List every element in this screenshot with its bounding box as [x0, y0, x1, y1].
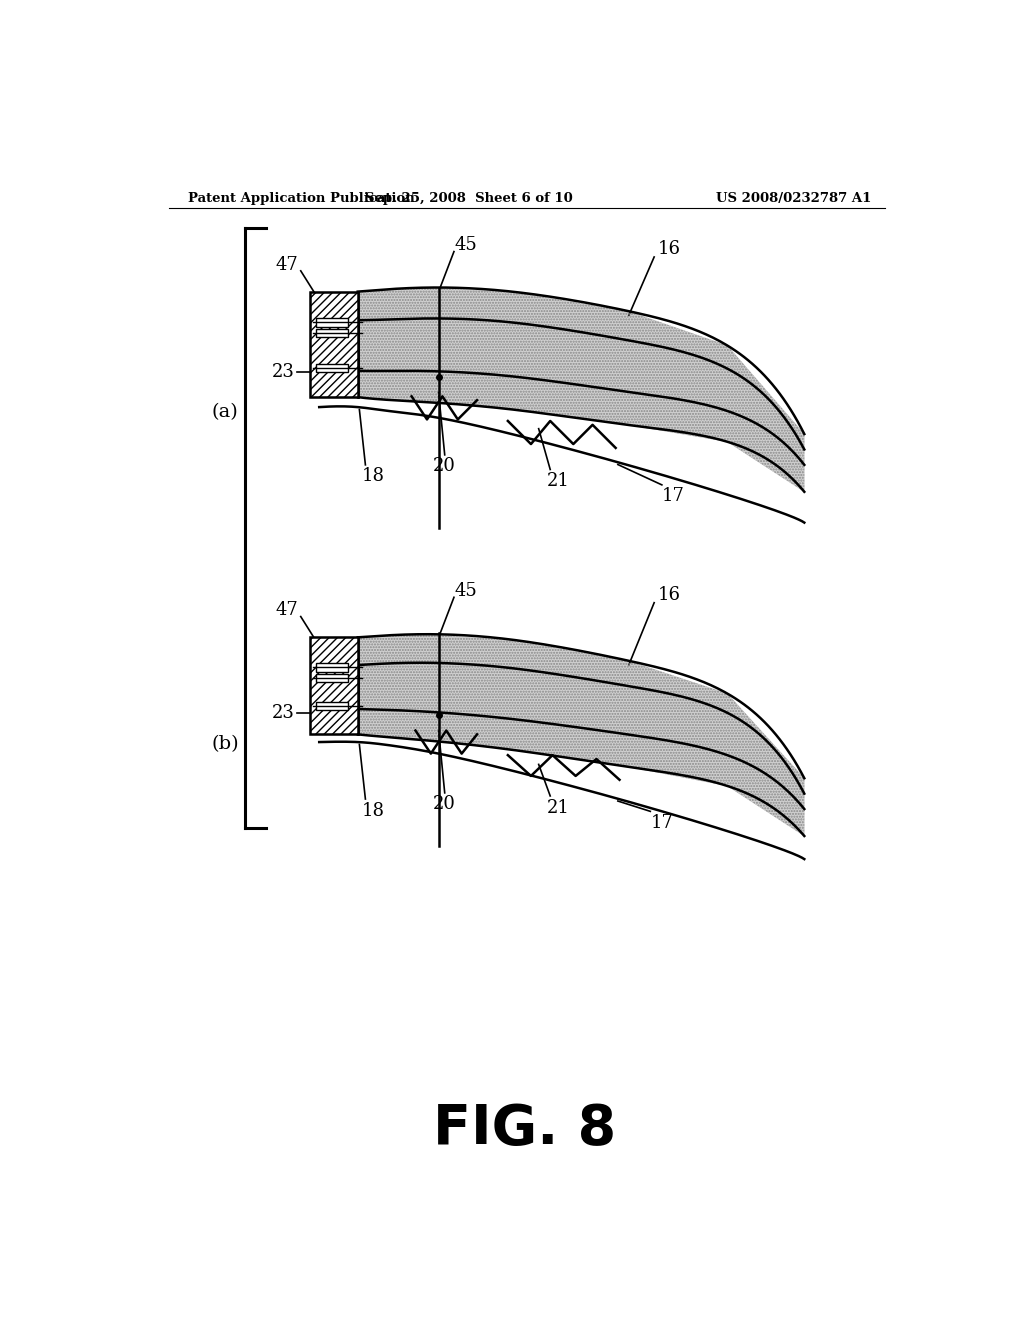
Text: 45: 45 — [454, 236, 477, 255]
Text: 18: 18 — [361, 801, 385, 820]
Text: FIG. 8: FIG. 8 — [433, 1102, 616, 1155]
Text: 21: 21 — [547, 799, 569, 817]
Text: (a): (a) — [211, 404, 239, 421]
Text: 16: 16 — [658, 586, 681, 605]
Text: (b): (b) — [211, 735, 239, 752]
Bar — [316, 663, 348, 672]
Text: 23: 23 — [271, 704, 295, 722]
Text: 18: 18 — [361, 467, 385, 486]
Text: 23: 23 — [271, 363, 295, 381]
Text: Patent Application Publication: Patent Application Publication — [188, 191, 415, 205]
Bar — [316, 363, 348, 372]
Text: 47: 47 — [275, 602, 298, 619]
Bar — [316, 702, 348, 710]
Text: Sep. 25, 2008  Sheet 6 of 10: Sep. 25, 2008 Sheet 6 of 10 — [366, 191, 573, 205]
Bar — [316, 675, 348, 682]
Polygon shape — [357, 635, 804, 836]
Polygon shape — [310, 292, 357, 397]
Text: 21: 21 — [547, 473, 569, 490]
Text: 17: 17 — [662, 487, 685, 506]
Text: 47: 47 — [275, 256, 298, 273]
Polygon shape — [310, 638, 357, 734]
Text: US 2008/0232787 A1: US 2008/0232787 A1 — [716, 191, 871, 205]
Bar — [316, 318, 348, 326]
Text: 45: 45 — [454, 582, 477, 601]
Text: 17: 17 — [650, 814, 674, 832]
Text: 16: 16 — [658, 240, 681, 259]
Bar — [316, 329, 348, 338]
Text: 20: 20 — [433, 457, 456, 475]
Text: 20: 20 — [433, 795, 456, 813]
Polygon shape — [357, 288, 804, 492]
